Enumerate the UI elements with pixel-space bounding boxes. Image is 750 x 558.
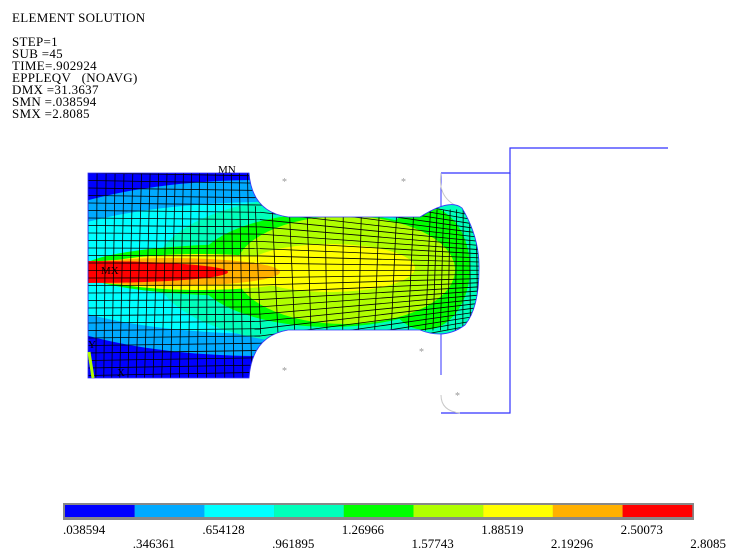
asterisk-icon: * bbox=[282, 366, 287, 377]
legend-label: .961895 bbox=[272, 536, 315, 551]
legend-swatch bbox=[204, 505, 275, 517]
axis-triad bbox=[87, 351, 95, 379]
result-info-6: SMX =2.8085 bbox=[12, 106, 90, 121]
legend-swatch bbox=[134, 505, 205, 517]
specimen-contour bbox=[88, 173, 480, 378]
asterisk-icon: * bbox=[282, 177, 287, 188]
result-title: ELEMENT SOLUTION bbox=[12, 10, 146, 25]
legend-label: 2.19296 bbox=[550, 536, 594, 551]
min-marker: MN bbox=[218, 164, 236, 176]
asterisk-icon: * bbox=[455, 391, 460, 402]
legend-swatch bbox=[483, 505, 553, 517]
legend-label: 1.57743 bbox=[411, 536, 454, 551]
result-info-2: TIME=.902924 bbox=[12, 58, 97, 73]
legend-label: 1.88519 bbox=[481, 522, 524, 537]
legend-label: .346361 bbox=[132, 536, 175, 551]
legend-label: .038594 bbox=[63, 522, 106, 537]
axis-y-label: Y bbox=[88, 339, 96, 351]
legend-swatch bbox=[552, 505, 623, 517]
legend-swatch bbox=[274, 505, 344, 517]
legend-swatch bbox=[65, 505, 135, 517]
legend-label: 2.8085 bbox=[690, 536, 727, 551]
legend-swatch bbox=[622, 505, 693, 517]
axis-x-label: X bbox=[117, 367, 125, 379]
legend-label: 2.50073 bbox=[620, 522, 663, 537]
legend-swatch bbox=[343, 505, 414, 517]
result-info-1: SUB =45 bbox=[12, 46, 63, 61]
result-info-0: STEP=1 bbox=[12, 34, 58, 49]
legend-label: 1.26966 bbox=[341, 522, 385, 537]
result-info-5: SMN =.038594 bbox=[12, 94, 97, 109]
asterisk-icon: * bbox=[401, 177, 406, 188]
max-marker: MX bbox=[101, 265, 119, 277]
asterisk-icon: * bbox=[419, 347, 424, 358]
legend-label: .654128 bbox=[202, 522, 245, 537]
legend-swatch bbox=[413, 505, 484, 517]
result-info-4: DMX =31.3637 bbox=[12, 82, 99, 97]
specimen-outline bbox=[87, 172, 480, 379]
node-markers: * * * * * bbox=[282, 177, 460, 402]
result-info-3: EPPLEQV (NOAVG) bbox=[12, 70, 138, 85]
legend-bar bbox=[65, 505, 693, 517]
